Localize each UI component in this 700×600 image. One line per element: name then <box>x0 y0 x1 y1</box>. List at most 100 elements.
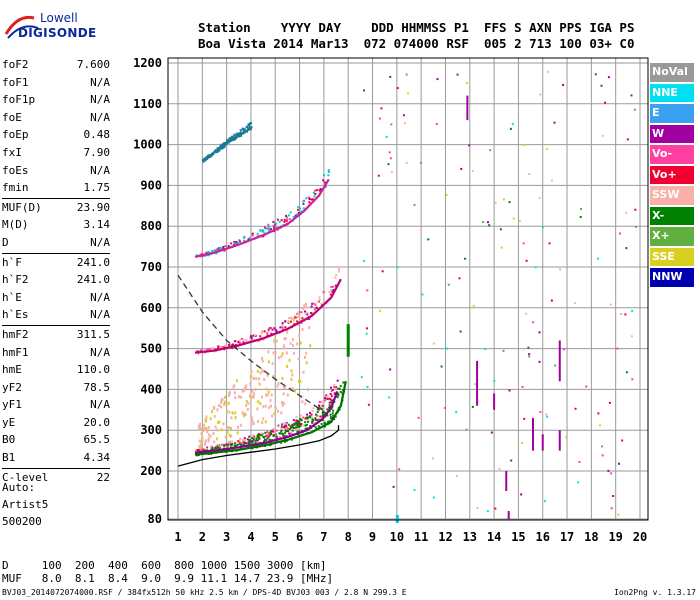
noise-point <box>494 201 497 204</box>
echo-point <box>233 384 236 388</box>
echo-point <box>202 427 205 431</box>
echo-point <box>279 432 282 435</box>
noise-point <box>509 127 512 130</box>
noise-point <box>600 84 603 87</box>
noise-point <box>407 92 410 95</box>
echo-point <box>272 434 275 437</box>
echo-point <box>299 418 302 421</box>
noise-point <box>489 149 492 152</box>
legend-entry-x-: X+ <box>650 227 694 246</box>
param-name: h`Es <box>2 308 29 322</box>
echo-point <box>330 395 333 398</box>
echo-point <box>233 241 236 244</box>
echo-point <box>277 425 280 428</box>
echo-point <box>261 230 264 233</box>
echo-point <box>267 432 270 435</box>
echo-point <box>324 422 327 425</box>
echo-point <box>248 440 251 443</box>
echo-point <box>243 414 246 418</box>
echo-point <box>291 423 294 426</box>
echo-point <box>291 344 294 348</box>
param-value: 4.34 <box>83 451 111 465</box>
echo-point <box>289 425 292 428</box>
echo-point <box>299 207 302 210</box>
echo-point <box>236 425 239 429</box>
param-row: fxI 7.90 <box>2 144 110 162</box>
noise-point <box>493 379 496 382</box>
echo-point <box>332 289 335 292</box>
x-tick-label: 18 <box>584 530 598 544</box>
echo-point <box>298 420 301 423</box>
echo-point <box>197 427 200 431</box>
noise-point <box>465 82 468 85</box>
echo-point <box>321 404 324 407</box>
noise-point <box>546 415 549 418</box>
echo-point <box>223 141 226 144</box>
echo-point <box>249 441 252 444</box>
echo-point <box>234 411 237 415</box>
echo-point <box>255 439 258 442</box>
echo-point <box>251 419 254 423</box>
echo-point <box>309 425 312 428</box>
echo-point <box>271 414 274 418</box>
auto-artist: Artist5 <box>2 498 49 511</box>
echo-point <box>315 305 318 308</box>
noise-point <box>378 309 381 312</box>
echo-point <box>242 441 245 444</box>
noise-point <box>521 442 524 445</box>
echo-point <box>311 418 314 421</box>
echo-point <box>314 192 317 195</box>
noise-point <box>405 73 408 76</box>
echo-point <box>224 141 227 144</box>
echo-point <box>215 445 218 448</box>
echo-point <box>281 322 284 325</box>
param-row: h`F2 241.0 <box>2 271 110 289</box>
echo-point <box>300 311 303 314</box>
noise-point <box>539 93 542 96</box>
echo-point <box>215 437 218 441</box>
noise-point <box>523 144 526 147</box>
echo-point <box>309 411 312 414</box>
echo-point <box>258 339 261 342</box>
noise-point <box>499 228 502 231</box>
echo-point <box>204 440 207 444</box>
echo-point <box>202 429 205 433</box>
echo-point <box>247 238 250 241</box>
echo-point <box>239 423 242 427</box>
echo-point <box>330 288 333 291</box>
noise-point <box>502 198 505 201</box>
echo-point <box>226 430 229 434</box>
echo-point <box>297 205 300 208</box>
y-tick-label: 600 <box>140 301 162 315</box>
noise-point <box>608 401 611 404</box>
echo-point <box>280 411 283 415</box>
param-row: fmin 1.75 <box>2 179 110 197</box>
noise-point <box>607 76 610 79</box>
echo-point <box>326 395 329 398</box>
param-row: h`Es N/A <box>2 306 110 324</box>
noise-point <box>538 196 541 199</box>
echo-point <box>234 442 237 445</box>
y-tick-label: 700 <box>140 260 162 274</box>
noise-point <box>550 179 553 182</box>
echo-point <box>287 214 290 217</box>
noise-point <box>427 238 430 241</box>
echo-point <box>284 431 287 434</box>
echo-point <box>281 352 284 356</box>
trace-x-trace-f2 <box>194 380 347 456</box>
echo-point <box>209 155 212 158</box>
echo-point <box>281 376 284 380</box>
echo-point <box>219 444 222 447</box>
noise-point <box>413 204 416 207</box>
echo-point <box>295 416 298 419</box>
echo-point <box>288 432 291 435</box>
echo-point <box>216 147 219 150</box>
echo-point <box>338 387 341 390</box>
echo-point <box>204 427 207 431</box>
echo-points <box>195 70 638 523</box>
noise-point <box>381 270 384 273</box>
echo-point <box>294 389 297 393</box>
echo-point <box>297 311 300 315</box>
noise-point <box>534 266 537 269</box>
echo-point <box>333 393 336 396</box>
